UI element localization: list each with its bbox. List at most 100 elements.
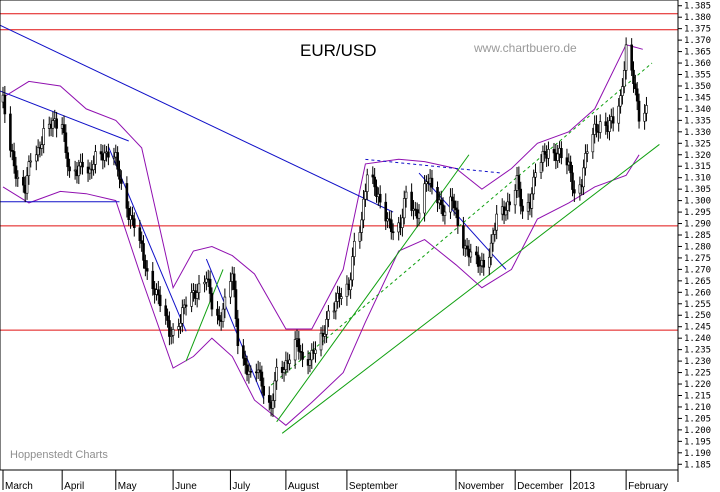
candle-body <box>112 156 116 159</box>
candle-body <box>288 359 291 364</box>
candle-body <box>476 254 480 267</box>
candle-body <box>595 123 598 132</box>
candle-body <box>216 308 219 316</box>
y-tick-label: 1.270 <box>684 265 711 275</box>
candle-body <box>495 213 498 231</box>
candle-body <box>243 358 247 366</box>
candle-body <box>310 350 314 361</box>
candle-body <box>51 120 55 129</box>
candle-body <box>619 95 622 107</box>
candle-body <box>637 100 641 122</box>
candle-body <box>319 332 323 351</box>
bollinger-upper-line <box>2 44 643 330</box>
candle-body <box>271 400 275 409</box>
candle-body <box>517 175 521 190</box>
candle-body <box>158 294 162 307</box>
candle-body <box>249 370 253 373</box>
x-tick-label: February <box>628 481 668 492</box>
y-tick-label: 1.230 <box>684 357 711 367</box>
y-tick-label: 1.315 <box>684 162 711 172</box>
candle-body <box>334 301 338 312</box>
candle-body <box>94 151 97 165</box>
y-tick-label: 1.285 <box>684 231 711 241</box>
candle-body <box>404 191 408 199</box>
candle-body <box>384 201 388 222</box>
candle-body <box>118 168 121 180</box>
candle-body <box>401 217 404 228</box>
candle-body <box>25 175 29 194</box>
candle-body <box>530 193 534 209</box>
candle-body <box>245 364 249 375</box>
candle-body <box>534 172 537 178</box>
candle-body <box>297 338 301 352</box>
candle-body <box>508 201 511 206</box>
candle-body <box>634 83 637 90</box>
candle-body <box>630 44 633 71</box>
candle-body <box>145 268 149 272</box>
y-tick-label: 1.355 <box>684 71 711 81</box>
candle-body <box>493 229 497 235</box>
chart-title: EUR/USD <box>300 41 377 60</box>
candle-body <box>478 265 482 267</box>
y-tick-label: 1.375 <box>684 25 711 35</box>
candle-body <box>68 166 71 172</box>
x-tick-label: July <box>232 481 250 492</box>
candle-body <box>14 165 18 179</box>
candle-body <box>116 152 119 170</box>
candle-body <box>221 308 225 322</box>
y-tick-label: 1.225 <box>684 369 711 379</box>
candle-body <box>190 292 193 307</box>
candle-body <box>364 191 367 200</box>
candle-body <box>120 178 123 184</box>
candle-body <box>622 70 626 87</box>
candle-body <box>378 193 382 203</box>
y-tick-label: 1.305 <box>684 185 711 195</box>
candle-body <box>151 270 155 290</box>
candle-body <box>552 149 556 154</box>
candle-body <box>169 335 173 337</box>
candle-body <box>547 149 550 159</box>
trend-line <box>281 144 660 434</box>
candle-body <box>208 278 212 294</box>
y-tick-label: 1.235 <box>684 346 711 356</box>
candle-body <box>371 174 375 178</box>
candle-body <box>402 198 406 219</box>
candle-body <box>77 165 81 177</box>
candle-body <box>258 369 262 373</box>
candle-body <box>197 283 201 293</box>
candle-body <box>584 153 587 169</box>
candle-body <box>88 168 92 174</box>
candle-body <box>541 151 545 163</box>
candle-body <box>632 69 635 85</box>
candle-body <box>179 322 182 327</box>
candle-body <box>475 251 478 256</box>
candle-body <box>635 88 639 102</box>
candle-body <box>282 369 286 373</box>
candle-body <box>539 162 543 173</box>
candle-body <box>489 242 493 258</box>
candle-body <box>556 153 560 161</box>
candle-body <box>293 339 297 361</box>
candle-body <box>177 326 180 330</box>
candle-body <box>273 380 277 401</box>
candle-body <box>611 116 615 124</box>
candle-body <box>643 112 646 122</box>
candle-body <box>571 172 574 190</box>
candle-body <box>598 121 602 133</box>
candle-body <box>543 151 547 155</box>
candle-body <box>351 256 354 281</box>
x-axis-ticks: March April May June July August September Nove… <box>2 470 668 492</box>
candle-body <box>236 318 240 347</box>
y-tick-label: 1.255 <box>684 300 711 310</box>
y-tick-label: 1.335 <box>684 116 711 126</box>
trend-line <box>185 269 224 362</box>
candle-body <box>449 196 452 213</box>
candle-body <box>64 132 68 153</box>
candle-body <box>301 351 304 360</box>
y-tick-label: 1.325 <box>684 139 711 149</box>
y-tick-label: 1.195 <box>684 437 711 447</box>
candle-body <box>234 289 238 320</box>
candle-body <box>436 186 439 204</box>
